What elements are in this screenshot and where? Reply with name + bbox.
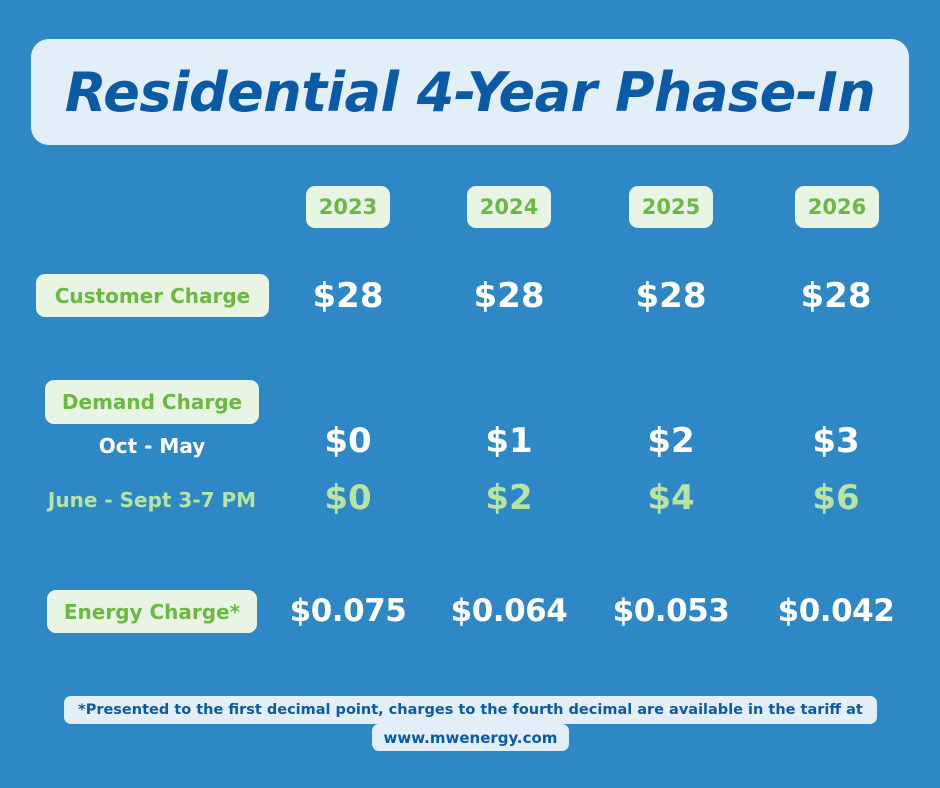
title-banner: Residential 4-Year Phase-In — [31, 39, 909, 145]
energy-charge-2024: $0.064 — [450, 593, 568, 629]
customer-charge-2024: $28 — [473, 276, 545, 316]
demand-oct-may-2024: $1 — [485, 421, 533, 461]
energy-charge-label: Energy Charge* — [47, 590, 257, 633]
demand-june-sept-2023: $0 — [324, 478, 372, 518]
demand-oct-may-2025: $2 — [647, 421, 695, 461]
demand-oct-may-2026: $3 — [812, 421, 860, 461]
footnote-line-1: *Presented to the first decimal point, c… — [64, 696, 877, 724]
energy-charge-2025: $0.053 — [612, 593, 730, 629]
demand-oct-may-2023: $0 — [324, 421, 372, 461]
demand-charge-label: Demand Charge — [45, 380, 259, 424]
oct-may-label: Oct - May — [98, 434, 206, 458]
energy-charge-2023: $0.075 — [289, 593, 407, 629]
energy-charge-2026: $0.042 — [777, 593, 895, 629]
customer-charge-label: Customer Charge — [36, 274, 269, 317]
year-header-2026: 2026 — [795, 186, 879, 228]
demand-june-sept-2025: $4 — [647, 478, 695, 518]
year-header-2025: 2025 — [629, 186, 713, 228]
demand-june-sept-2024: $2 — [485, 478, 533, 518]
page-title: Residential 4-Year Phase-In — [64, 60, 876, 124]
customer-charge-2026: $28 — [800, 276, 872, 316]
year-header-2023: 2023 — [306, 186, 390, 228]
year-header-2024: 2024 — [467, 186, 551, 228]
demand-june-sept-2026: $6 — [812, 478, 860, 518]
customer-charge-2025: $28 — [635, 276, 707, 316]
customer-charge-2023: $28 — [312, 276, 384, 316]
june-sept-label: June - Sept 3-7 PM — [47, 488, 257, 512]
footnote-website-link[interactable]: www.mwenergy.com — [372, 724, 569, 751]
